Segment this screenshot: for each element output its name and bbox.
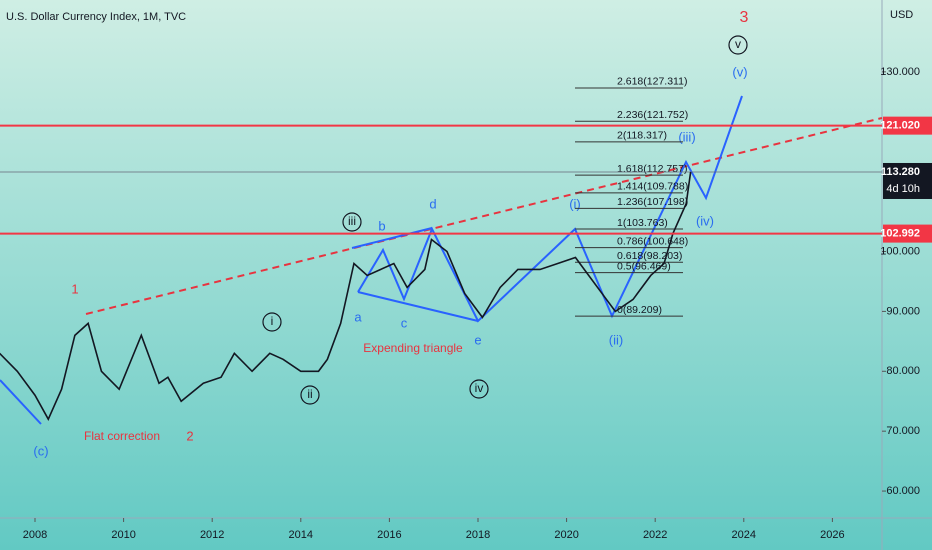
wave-line xyxy=(357,291,479,322)
wave-lines xyxy=(0,95,743,425)
x-tick-label: 2022 xyxy=(643,529,667,541)
price-level-label: 102.992 xyxy=(880,228,920,240)
annotation: (ii) xyxy=(609,332,623,347)
annotation: v xyxy=(735,37,741,51)
annotation: Flat correction xyxy=(84,429,160,443)
y-tick-label: 70.000 xyxy=(886,425,920,437)
wave-line xyxy=(0,379,42,425)
fib-label: 1.618(112.757) xyxy=(617,163,687,175)
fib-label: 1.414(109.788) xyxy=(617,181,688,193)
wave-line xyxy=(351,227,433,249)
x-tick-label: 2026 xyxy=(820,529,844,541)
x-tick-label: 2020 xyxy=(554,529,578,541)
last-price-label: 113.280 xyxy=(881,166,920,178)
trendline xyxy=(85,117,883,315)
countdown-label: 4d 10h xyxy=(886,183,920,195)
y-tick-label: 100.000 xyxy=(880,245,920,257)
annotation: (c) xyxy=(33,443,48,458)
x-tick-label: 2016 xyxy=(377,529,401,541)
annotations: 1 2 3 (c) Flat correction i ii iii iv v … xyxy=(33,9,748,458)
wave-ring xyxy=(342,212,362,232)
x-tick-label: 2012 xyxy=(200,529,224,541)
x-tick-label: 2008 xyxy=(23,529,47,541)
annotation: Expending triangle xyxy=(363,341,463,355)
annotation: (v) xyxy=(732,64,747,79)
wave-ring xyxy=(300,385,320,405)
fib-label: 2(118.317) xyxy=(617,130,667,142)
annotation: 1 xyxy=(71,281,78,296)
fib-label: 2.236(121.752) xyxy=(617,109,688,121)
chart-title: U.S. Dollar Currency Index, 1M, TVC xyxy=(6,11,186,23)
x-tick-label: 2018 xyxy=(466,529,490,541)
annotation: b xyxy=(378,218,385,233)
y-axis-label: USD xyxy=(890,9,913,21)
wave-ring xyxy=(728,35,748,55)
wave-line xyxy=(357,95,743,323)
x-tick-label: 2010 xyxy=(111,529,135,541)
annotation: 2 xyxy=(186,428,193,443)
price-level-box xyxy=(883,224,932,243)
annotation: e xyxy=(474,332,481,347)
annotation: a xyxy=(354,309,362,324)
y-tick-label: 90.000 xyxy=(886,305,920,317)
annotation: i xyxy=(271,314,274,328)
annotation: iii xyxy=(348,214,356,228)
annotation: (iii) xyxy=(678,129,695,144)
y-tick-label: 60.000 xyxy=(886,485,920,497)
price-level-box xyxy=(883,116,932,135)
wave-ring xyxy=(469,379,489,399)
annotation: iv xyxy=(475,381,484,395)
y-tick-label: 130.000 xyxy=(880,66,920,78)
price-line xyxy=(0,171,692,421)
annotation: c xyxy=(401,315,408,330)
fib-label: 1.236(107.198) xyxy=(617,196,688,208)
annotation: 3 xyxy=(740,9,749,26)
price-level-label: 121.020 xyxy=(880,120,920,132)
y-tick-label: 80.000 xyxy=(886,365,920,377)
annotation: (i) xyxy=(569,196,581,211)
last-price-box xyxy=(883,162,932,199)
annotation: (iv) xyxy=(696,213,714,228)
wave-ring xyxy=(262,312,282,332)
annotation: ii xyxy=(307,387,312,401)
fib-label: 1(103.763) xyxy=(617,217,668,229)
fib-label: 0(89.209) xyxy=(617,304,662,316)
fib-label: 0.786(100.648) xyxy=(617,235,688,247)
fib-label: 2.618(127.311) xyxy=(617,76,687,88)
x-tick-label: 2024 xyxy=(732,529,756,541)
x-tick-label: 2014 xyxy=(289,529,313,541)
fib-label: 0.5(96.469) xyxy=(617,260,671,272)
annotation: d xyxy=(429,196,436,211)
